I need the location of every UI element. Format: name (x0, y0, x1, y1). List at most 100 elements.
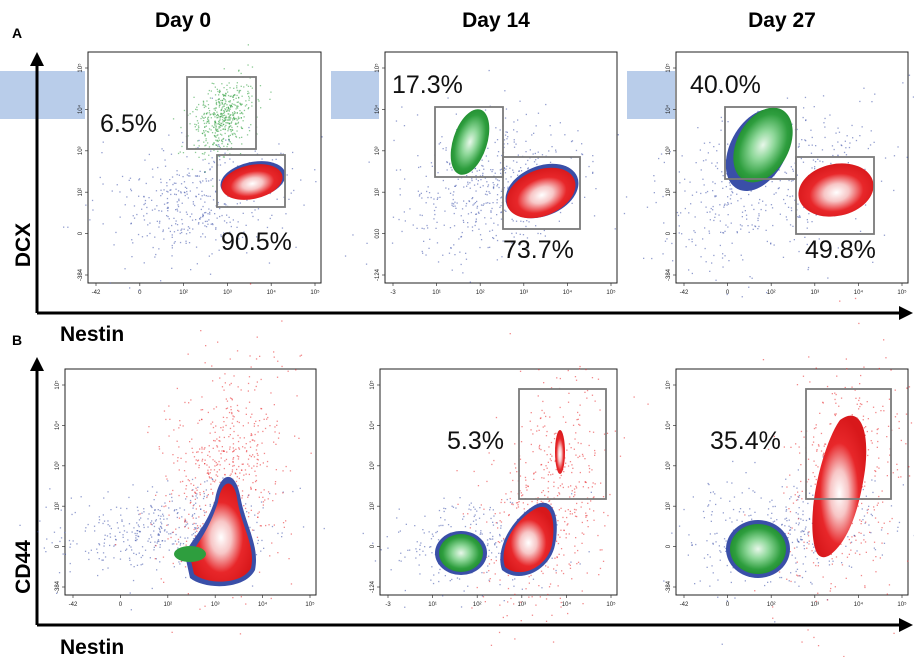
y-tick-label: 10⁵ (665, 63, 672, 73)
y-tick-label: 10² (375, 188, 381, 197)
y-tick-label: 10⁴ (665, 420, 672, 430)
green-population (439, 534, 483, 572)
x-tick-label: 10³ (810, 602, 819, 608)
x-tick-label: 0 (726, 290, 730, 296)
y-tick-label: 10⁵ (77, 63, 84, 73)
x-tick-label: 10⁵ (897, 289, 907, 296)
red-population (503, 506, 554, 573)
gate-box (216, 154, 286, 208)
red-population (798, 163, 874, 217)
x-tick-label: 10³ (223, 290, 232, 296)
green-population (450, 109, 490, 175)
plot-b-day27: -42 0 10² 10³ 10⁴ 10⁵ -384 0 10² 10³ 10⁴ 10⁵ 35.4% (663, 297, 914, 657)
x-tick-label: 10⁴ (854, 601, 864, 608)
plot-frame (675, 51, 909, 284)
x-tick-label: 10⁴ (562, 601, 572, 608)
gate-percent-label: 40.0% (690, 71, 761, 99)
x-tick-label: 10² (767, 290, 776, 296)
y-tick-label: 10⁵ (665, 380, 672, 390)
x-tick-label: -42 (680, 602, 689, 608)
plot-a-day0: -42 0 10² 10³ 10⁴ 10⁵ -384 0 10² 10³ 10⁴ 10⁵ 6.5% 90.… (63, 44, 323, 296)
plot-frame (384, 51, 618, 284)
red-population (506, 167, 576, 219)
panel-letter-a: A (12, 25, 22, 41)
x-tick-label: 0 (138, 290, 142, 296)
green-population (733, 107, 793, 183)
y-tick-label: 10² (666, 502, 672, 511)
x-tick-label: 10³ (519, 290, 528, 296)
y-tick-label: 10⁴ (54, 420, 61, 430)
plot-frame (379, 368, 618, 596)
red-population (812, 415, 867, 558)
y-tick-label: 0 (55, 544, 61, 548)
panel-letter-b: B (12, 332, 22, 348)
green-population (730, 524, 786, 574)
gate-box (795, 156, 875, 235)
y-tick-label: 10³ (666, 146, 672, 155)
plot-b-day0: -42 0 10² 10³ 10⁴ 10⁵ -384 0 10² 10³ 10⁴ 10⁵ (19, 283, 325, 635)
red-population (221, 164, 283, 200)
x-tick-label: 10¹ (428, 602, 437, 608)
x-tick-label: -42 (69, 602, 78, 608)
plot-b-day14: -3 10¹ 10² 10³ 10⁴ 10⁵ -124 0 10² 10³ 10⁴ 10⁵ 5.3% (362, 333, 649, 646)
x-tick-label: 10⁴ (267, 289, 277, 296)
x-tick-label: 10³ (517, 602, 526, 608)
x-tick-label: 10⁵ (606, 601, 616, 608)
y-tick-label: -124 (370, 580, 376, 593)
x-axis-label-nestin-b: Nestin (60, 636, 124, 657)
right-arrow-icon (899, 306, 913, 320)
column-title-day27: Day 27 (748, 9, 816, 32)
gate-box (502, 156, 581, 230)
x-tick-label: -3 (385, 602, 391, 608)
y-tick-label: 10⁵ (369, 380, 376, 390)
plot-frame (87, 51, 322, 284)
y-tick-label: 10² (78, 188, 84, 197)
x-tick-label: 10¹ (432, 290, 441, 296)
gate-box (805, 388, 892, 500)
x-tick-label: 10² (767, 602, 776, 608)
x-tick-label: 10⁵ (305, 601, 315, 608)
x-tick-label: 10² (476, 290, 485, 296)
x-tick-label: 10² (473, 602, 482, 608)
y-tick-label: -384 (55, 580, 61, 593)
panel-a-axes (30, 52, 913, 320)
x-tick-label: 10⁴ (258, 601, 268, 608)
x-tick-label: 10⁵ (606, 289, 616, 296)
gate-box (518, 388, 607, 500)
column-title-day14: Day 14 (462, 9, 530, 32)
x-tick-label: 10⁵ (897, 601, 907, 608)
y-tick-label: 10⁴ (369, 420, 376, 430)
y-tick-label: 10⁴ (77, 104, 84, 114)
panel-b-axes (30, 357, 913, 632)
y-tick-label: 10² (55, 502, 61, 511)
gate-percent-label: 5.3% (447, 427, 504, 455)
y-axis-label-dcx: DCX (12, 223, 35, 267)
x-tick-label: 10⁵ (310, 289, 320, 296)
y-tick-label: 10³ (375, 146, 381, 155)
y-tick-label: 10⁵ (374, 63, 381, 73)
y-axis-label-cd44: CD44 (12, 540, 35, 594)
y-tick-label: -124 (375, 268, 381, 281)
red-population (190, 483, 253, 582)
gate-box (186, 76, 257, 150)
gate-percent-label: 90.5% (221, 228, 292, 256)
y-tick-label: 010 (375, 228, 381, 239)
y-tick-label: 10² (370, 502, 376, 511)
gate-percent-label: 6.5% (100, 110, 157, 138)
x-tick-label: -42 (92, 290, 101, 296)
y-tick-label: -384 (666, 580, 672, 593)
y-tick-label: 0 (370, 544, 376, 548)
y-tick-label: 10² (666, 188, 672, 197)
y-tick-label: -384 (666, 268, 672, 281)
x-axis-label-nestin-a: Nestin (60, 323, 124, 346)
red-subpopulation (555, 430, 565, 474)
x-tick-label: 10³ (211, 602, 220, 608)
x-tick-label: 10³ (810, 290, 819, 296)
plot-a-day27: -42 0 10² 10³ 10⁴ 10⁵ -384 0 10² 10³ 10⁴ 10⁵ 40.0% 49… (614, 51, 914, 298)
gate-percent-label: 17.3% (392, 71, 463, 99)
x-tick-label: -42 (680, 290, 689, 296)
gate-box (434, 106, 504, 178)
y-tick-label: 10³ (370, 461, 376, 470)
right-arrow-icon (899, 618, 913, 632)
